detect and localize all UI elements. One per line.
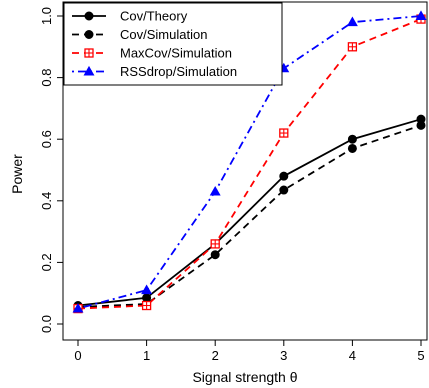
legend-label: Cov/Simulation [120, 27, 207, 42]
y-tick-label: 0.2 [39, 253, 54, 271]
legend-item: Cov/Simulation [72, 27, 207, 42]
series-cov-theory [73, 114, 426, 311]
x-tick-label: 1 [143, 348, 150, 363]
series-layer [72, 10, 427, 314]
legend-item: RSSdrop/Simulation [72, 64, 237, 79]
data-point [279, 185, 289, 195]
data-point [347, 134, 357, 144]
legend-label: RSSdrop/Simulation [120, 64, 237, 79]
data-point [141, 300, 152, 311]
x-tick-label: 0 [74, 348, 81, 363]
x-tick-label: 3 [280, 348, 287, 363]
legend-item: MaxCov/Simulation [72, 46, 232, 61]
series-line [77, 124, 422, 308]
series-line [77, 18, 422, 310]
series-line [77, 15, 422, 310]
legend-item: Cov/Theory [72, 9, 188, 24]
data-point [84, 11, 94, 21]
data-point [415, 10, 427, 20]
data-point [210, 239, 220, 249]
data-point [416, 120, 426, 130]
legend-label: Cov/Theory [120, 9, 188, 24]
data-point [347, 42, 358, 52]
x-axis-title: Signal strength θ [192, 369, 297, 385]
data-point [141, 284, 153, 295]
x-tick-label: 4 [349, 348, 356, 363]
series-rssdrop-simulation [72, 10, 427, 313]
y-tick-label: 0.0 [39, 315, 54, 333]
y-axis-title: Power [9, 154, 25, 194]
x-axis: 0 1 2 3 4 5 [74, 340, 425, 363]
data-point [72, 302, 84, 313]
y-tick-label: 1.0 [39, 7, 54, 25]
y-tick-label: 0.8 [39, 69, 54, 87]
series-cov-simulation [73, 120, 426, 312]
data-point [347, 143, 357, 153]
legend: Cov/Theory Cov/Simulation MaxCov/Simulatio… [63, 2, 283, 86]
y-tick-label: 0.4 [39, 192, 54, 210]
plot-box [62, 1, 428, 341]
legend-label: MaxCov/Simulation [120, 46, 232, 61]
y-tick-label: 0.6 [39, 130, 54, 148]
data-point [84, 30, 94, 39]
data-point [83, 65, 95, 76]
x-tick-label: 5 [417, 348, 424, 363]
x-tick-label: 2 [212, 348, 219, 363]
data-point [279, 128, 289, 138]
series-line [77, 118, 422, 307]
y-axis: 0.0 0.2 0.4 0.6 0.8 1.0 [39, 7, 63, 333]
data-point [84, 48, 94, 58]
data-point [210, 250, 220, 260]
data-point [279, 171, 289, 181]
data-point [346, 16, 358, 27]
data-point [209, 185, 221, 196]
